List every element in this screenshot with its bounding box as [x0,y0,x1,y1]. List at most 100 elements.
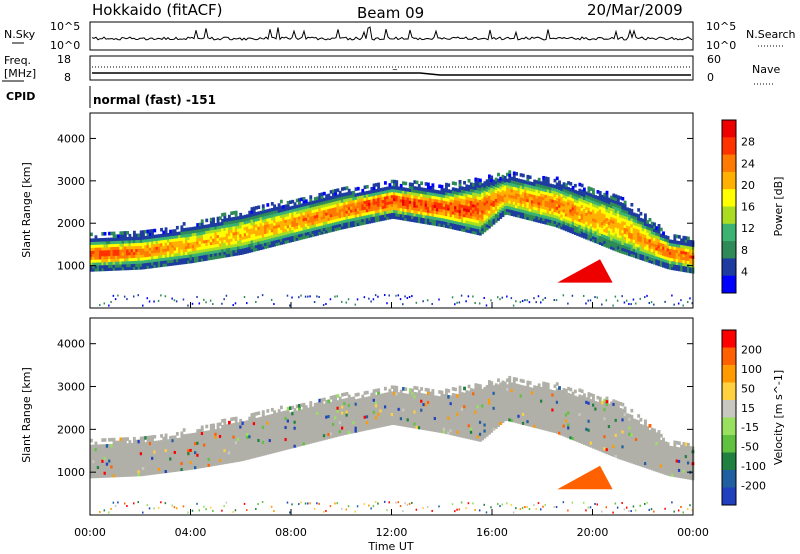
power-cell [619,249,622,254]
power-cell [96,264,100,269]
power-cell [506,187,509,192]
power-speckle [309,295,311,298]
power-cell [275,221,279,226]
power-cell [209,217,213,222]
power-cell [415,207,419,211]
power-cell [96,255,100,260]
power-cell [132,248,136,253]
power-cell [503,208,507,213]
power-cell [325,220,329,225]
velocity-cell [189,457,193,461]
velocity-cell [191,453,195,458]
power-cell [209,223,213,228]
velocity-cell [257,429,261,433]
power-cell [487,221,491,226]
power-cell [252,218,256,223]
power-cell [429,218,433,223]
velocity-cell [114,461,118,466]
velocity-cell [132,439,136,444]
power-cell [329,228,333,233]
velocity-cell [148,444,152,449]
power-cell [637,226,641,230]
velocity-cell [221,448,225,453]
velocity-cell [94,447,98,452]
power-cell [372,195,376,199]
power-cell [630,208,634,213]
power-cell [155,258,159,262]
velocity-cell [203,452,206,456]
velocity-cell [101,474,105,478]
power-cell [490,220,494,224]
power-cell [350,209,353,213]
power-cell [494,186,498,191]
power-cell [435,210,439,215]
power-cell [616,222,620,226]
velocity-cell [112,464,116,469]
power-cell [562,223,566,228]
power-cell [546,215,550,220]
power-cell [187,230,191,234]
power-cell [621,250,625,254]
velocity-cell [112,437,116,442]
power-cell [587,216,591,220]
power-cell [196,258,200,263]
power-cell [126,263,130,268]
power-cell [456,209,460,213]
power-cell [336,224,340,228]
power-cell [680,262,684,266]
power-cell [607,224,611,228]
power-cell [216,243,220,247]
power-cell [553,196,557,201]
power-cell [659,257,663,261]
power-cell [397,192,401,197]
power-cell [221,224,225,229]
power-speckle [212,303,214,306]
power-cell [616,227,620,232]
power-cell [628,222,632,227]
velocity-cell [255,453,258,458]
power-cell [236,231,240,235]
velocity-cell [144,463,148,467]
power-cell [207,238,211,243]
power-cell [377,191,381,196]
power-cell [279,223,283,228]
power-cell [680,268,684,272]
power-cell [198,249,202,253]
power-cell [402,211,405,215]
power-cell [596,213,600,218]
velocity-cell [160,449,163,453]
power-cell [404,190,408,195]
power-cell [338,190,342,195]
power-cell [114,264,118,268]
power-cell [209,241,213,246]
power-cell [386,210,390,214]
power-cell [361,191,365,196]
power-cell [365,220,369,225]
power-cell [562,226,566,231]
power-cell [399,195,403,200]
power-cell [551,193,555,197]
power-cell [589,202,593,206]
power-cell [108,261,111,266]
velocity-cell [126,470,130,474]
power-cell [212,250,215,254]
power-cell [460,192,464,196]
power-cell [212,238,215,242]
velocity-cell [264,421,267,426]
power-cell [302,208,306,213]
power-cell [135,245,139,250]
power-cell [542,196,546,201]
power-cell [506,190,509,195]
power-cell [551,213,555,218]
power-cell [662,243,665,247]
power-cell [139,263,143,267]
power-cell [546,203,550,208]
velocity-cell [128,443,132,447]
velocity-cell [151,462,154,466]
velocity-cell [135,460,139,465]
power-cell [650,257,654,261]
power-cell [329,204,333,209]
power-cell [166,238,170,243]
power-cell [639,238,643,243]
power-cell [451,196,455,200]
